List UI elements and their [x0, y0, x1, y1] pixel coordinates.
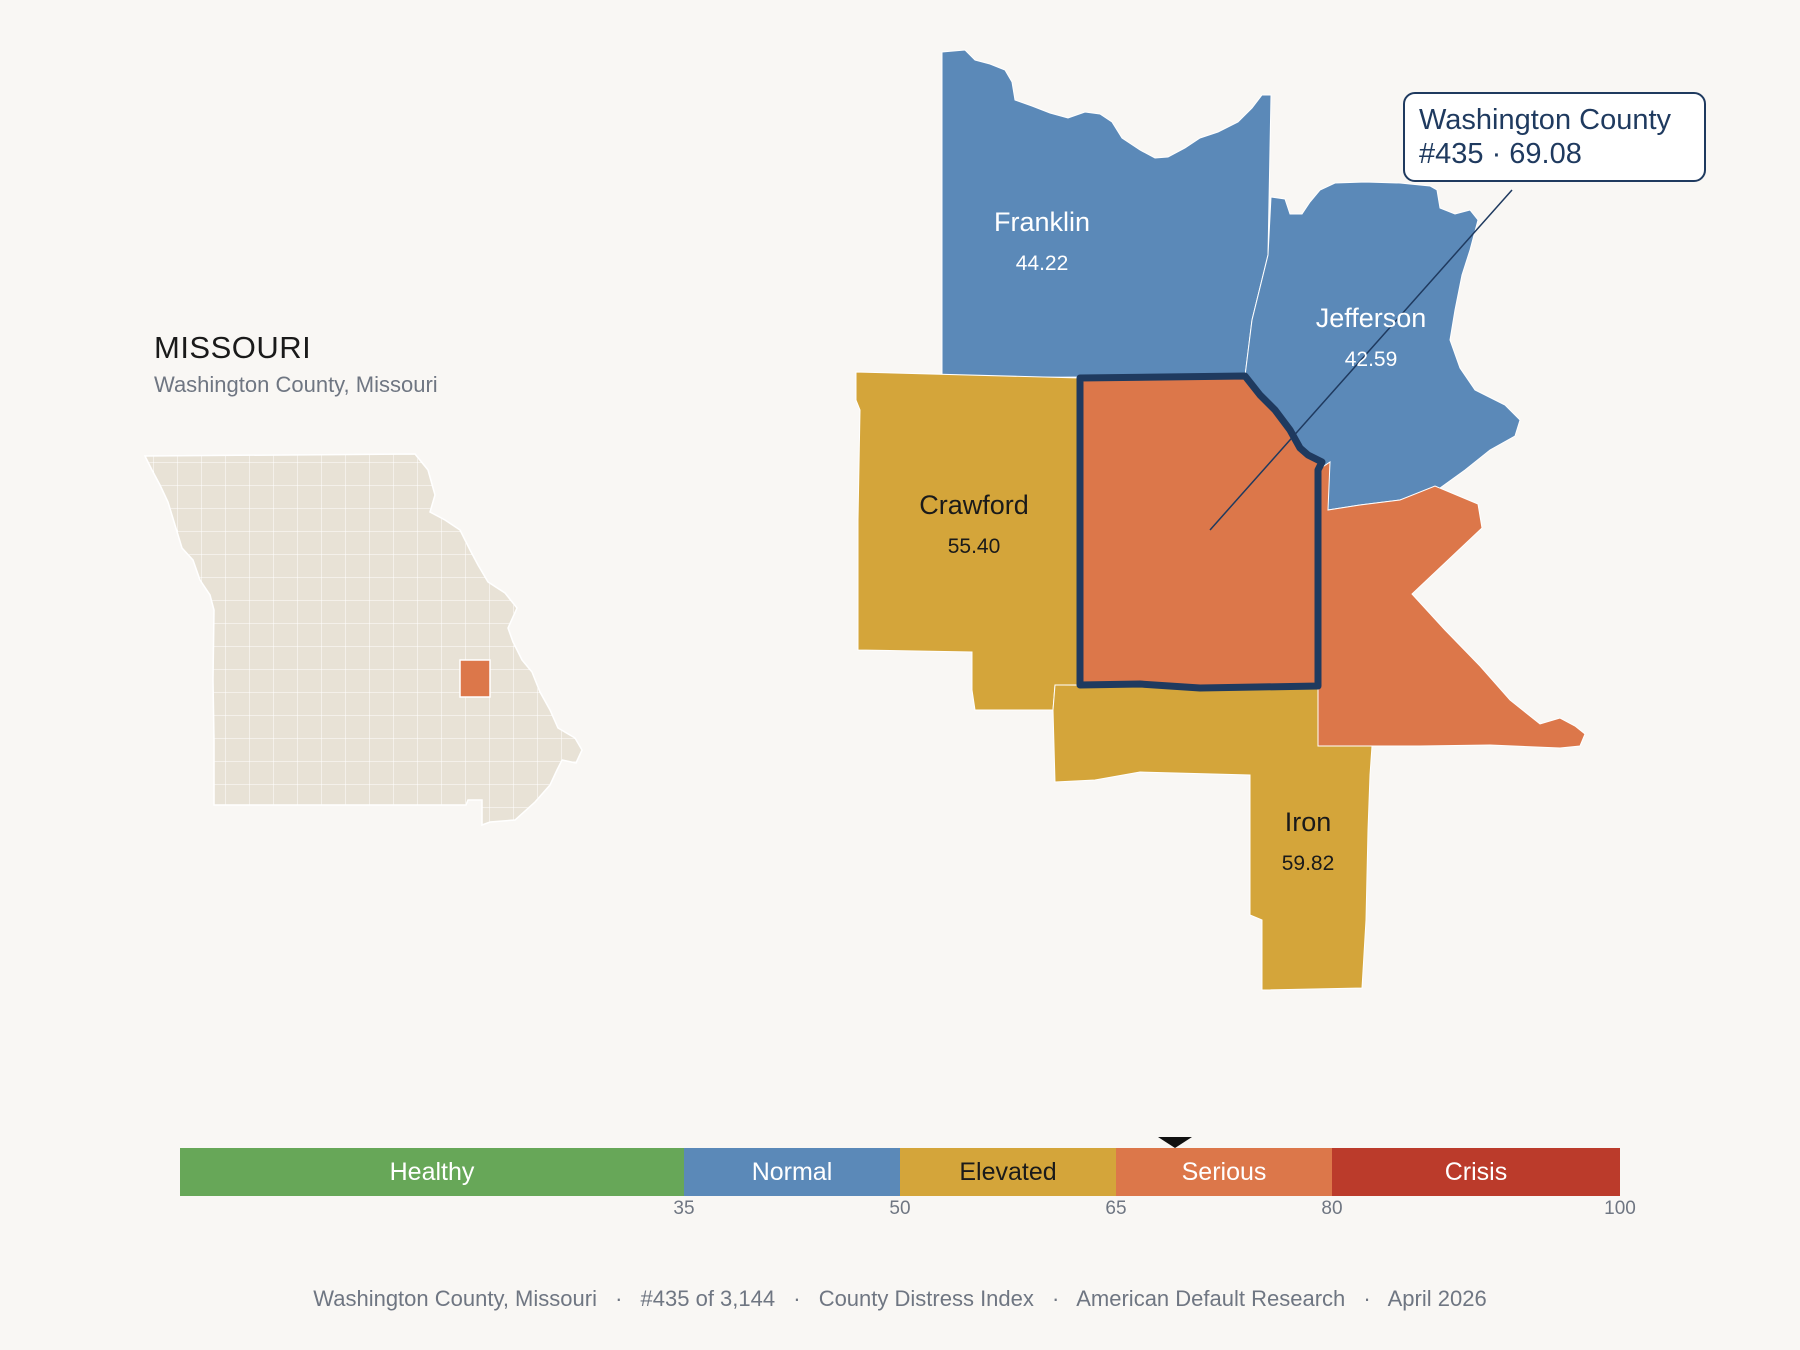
state-title: MISSOURI	[154, 330, 312, 365]
callout-rank-score: #435 · 69.08	[1419, 138, 1582, 170]
legend-tick-35: 35	[673, 1198, 695, 1219]
washington-county-locator	[459, 659, 491, 698]
legend-tick-80: 80	[1321, 1198, 1343, 1219]
legend-tick-65: 65	[1105, 1198, 1127, 1219]
legend-healthy: Healthy	[180, 1148, 684, 1196]
footer-county: Washington County, Missouri	[313, 1286, 597, 1311]
legend-label-serious: Serious	[1181, 1157, 1267, 1186]
county-callout: Washington County #435 · 69.08	[1403, 92, 1706, 182]
footer-separator: ·	[1052, 1286, 1060, 1311]
legend-label-crisis: Crisis	[1444, 1157, 1508, 1186]
county-label-franklin: Franklin	[994, 207, 1090, 237]
county-label-iron: Iron	[1285, 807, 1332, 837]
footer-source: American Default Research	[1076, 1286, 1346, 1311]
footer: Washington County, Missouri · #435 of 3,…	[0, 1286, 1800, 1312]
legend-crisis: Crisis	[1332, 1148, 1620, 1196]
legend-tick-100: 100	[1604, 1198, 1636, 1219]
legend-bar: Healthy Normal Elevated Serious Crisis	[180, 1148, 1620, 1196]
legend-serious: Serious	[1116, 1148, 1332, 1196]
footer-index: County Distress Index	[818, 1286, 1034, 1311]
legend-label-normal: Normal	[751, 1157, 833, 1186]
footer-date: April 2026	[1387, 1286, 1487, 1311]
missouri-locator-map	[143, 453, 583, 827]
legend-value-marker	[1158, 1137, 1192, 1148]
legend-normal: Normal	[684, 1148, 900, 1196]
legend-elevated: Elevated	[900, 1148, 1116, 1196]
county-label-jefferson: Jefferson	[1316, 303, 1427, 333]
footer-separator: ·	[1363, 1286, 1371, 1311]
county-franklin[interactable]	[941, 49, 1272, 379]
legend-tick-50: 50	[889, 1198, 911, 1219]
county-label-crawford: Crawford	[919, 490, 1029, 520]
footer-rank: #435 of 3,144	[640, 1286, 776, 1311]
county-washington[interactable]	[1076, 372, 1326, 692]
county-score-jefferson: 42.59	[1345, 348, 1398, 371]
missouri-state-shape	[143, 453, 583, 827]
county-score-franklin: 44.22	[1016, 252, 1069, 275]
county-map: Franklin 44.22 Jefferson 42.59 Crawford …	[855, 49, 1586, 991]
county-score-iron: 59.82	[1282, 852, 1335, 875]
footer-separator: ·	[615, 1286, 623, 1311]
legend-label-healthy: Healthy	[389, 1157, 475, 1186]
footer-separator: ·	[793, 1286, 801, 1311]
county-serious-east[interactable]	[1317, 461, 1586, 749]
state-subtitle: Washington County, Missouri	[154, 372, 438, 397]
callout-leader-line	[1209, 189, 1513, 531]
county-score-crawford: 55.40	[948, 535, 1001, 558]
legend-label-elevated: Elevated	[959, 1157, 1057, 1186]
callout-county-name: Washington County	[1419, 104, 1672, 136]
